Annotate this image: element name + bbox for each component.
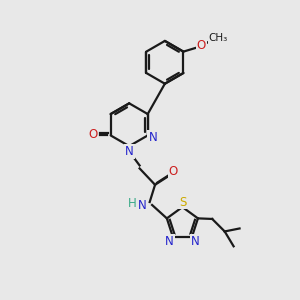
Text: N: N xyxy=(190,235,200,248)
Text: CH₃: CH₃ xyxy=(208,33,228,43)
Text: N: N xyxy=(148,131,157,144)
Text: N: N xyxy=(165,235,174,248)
Text: O: O xyxy=(169,166,178,178)
Text: N: N xyxy=(125,145,134,158)
Text: N: N xyxy=(138,199,147,212)
Text: O: O xyxy=(88,128,98,141)
Text: H: H xyxy=(128,197,137,210)
Text: S: S xyxy=(179,196,186,208)
Text: O: O xyxy=(196,39,206,52)
